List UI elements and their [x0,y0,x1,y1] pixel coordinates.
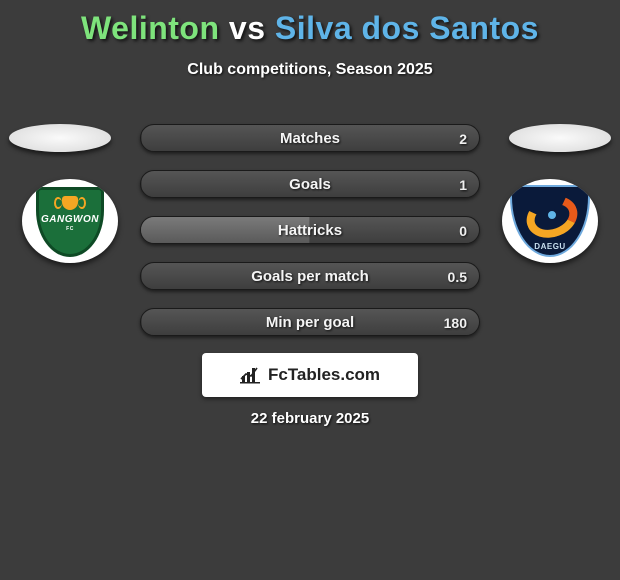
gangwon-shield-icon: GANGWON FC [36,187,104,257]
stat-label: Goals per match [141,263,479,290]
vs-separator: vs [229,10,266,46]
club-right-text: DAEGU [512,242,588,251]
club-badge-right: DAEGU [502,179,598,263]
brand-box[interactable]: FcTables.com [202,353,418,397]
date-label: 22 february 2025 [0,410,620,427]
page-title: Welinton vs Silva dos Santos [0,0,620,47]
club-left-text: GANGWON [41,214,99,225]
player-b-photo-placeholder [509,124,611,152]
bar-chart-icon [240,366,262,384]
stat-value-right: 0 [459,217,467,244]
stat-row: Goals per match0.5 [140,262,480,290]
player-a-photo-placeholder [9,124,111,152]
stat-label: Min per goal [141,309,479,336]
stat-label: Goals [141,171,479,198]
club-left-sub: FC [66,226,74,232]
brand-text: FcTables.com [268,365,380,385]
stat-value-right: 180 [444,309,467,336]
stat-value-right: 1 [459,171,467,198]
club-badge-left: GANGWON FC [22,179,118,263]
stats-panel: Matches2Goals1Hattricks0Goals per match0… [140,124,480,354]
stat-label: Hattricks [141,217,479,244]
daegu-shield-icon: DAEGU [510,185,590,257]
trophy-icon [62,196,78,210]
stat-row: Min per goal180 [140,308,480,336]
subtitle: Club competitions, Season 2025 [0,61,620,79]
player-a-name: Welinton [81,10,220,46]
stat-row: Matches2 [140,124,480,152]
stat-value-right: 0.5 [448,263,467,290]
stat-value-right: 2 [459,125,467,152]
player-b-name: Silva dos Santos [275,10,539,46]
stat-row: Hattricks0 [140,216,480,244]
eye-icon [546,209,558,221]
stat-label: Matches [141,125,479,152]
stat-row: Goals1 [140,170,480,198]
